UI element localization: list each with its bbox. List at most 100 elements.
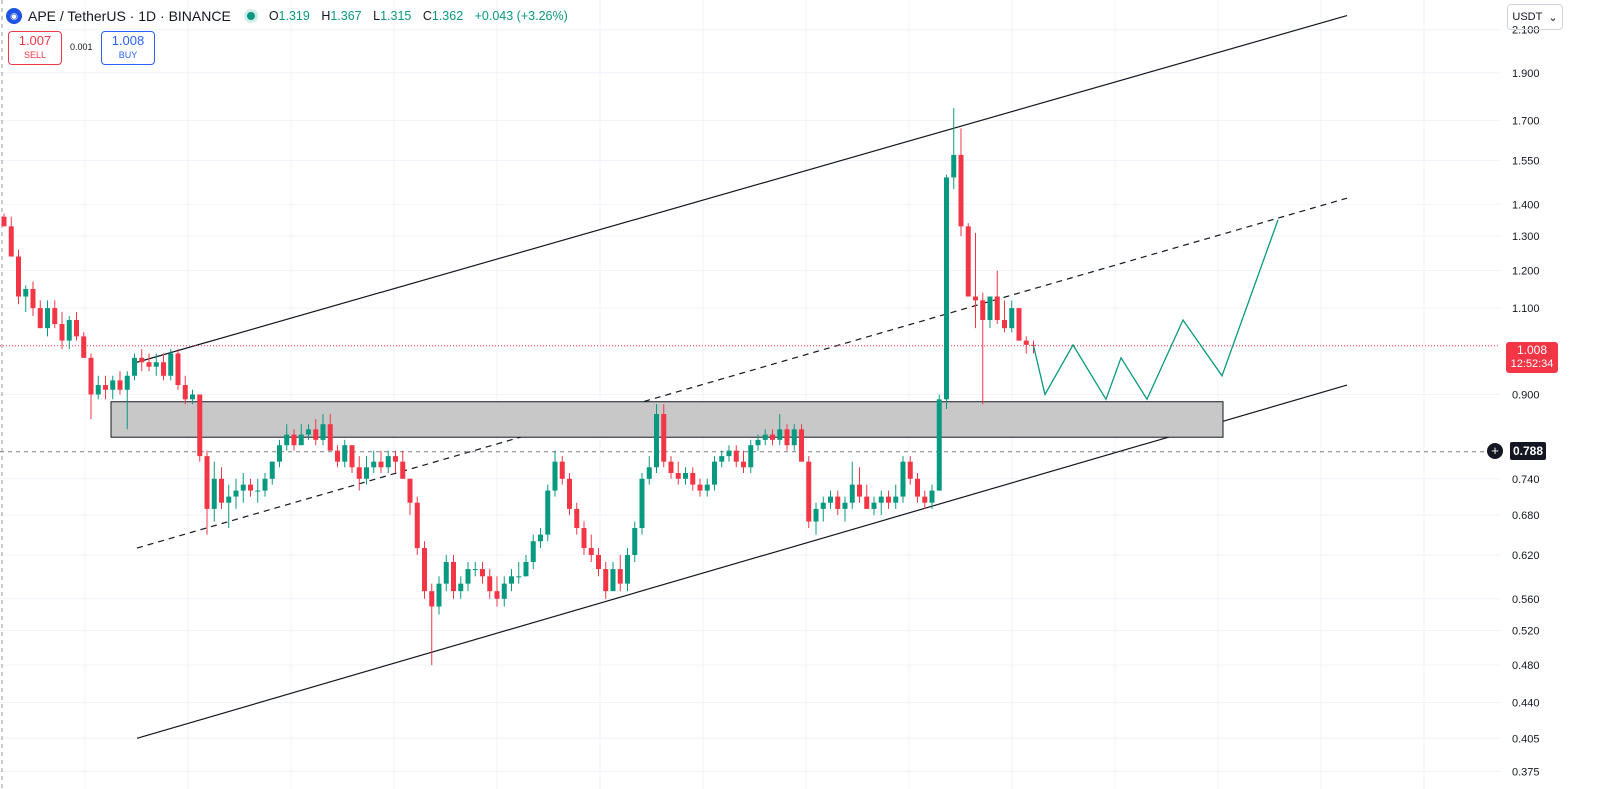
price-axis[interactable]: 2.100 1.900 1.700 1.550 1.400 1.300 1.200 1.100… (1512, 25, 1540, 779)
candle-body (770, 434, 775, 440)
candle-body (168, 353, 174, 376)
candle-body (190, 394, 195, 400)
candle-body (110, 380, 116, 390)
candle-body (248, 484, 253, 491)
high-label: H (321, 9, 331, 23)
candle-body (893, 496, 899, 503)
candle-body (407, 478, 413, 503)
candle-body (422, 548, 427, 592)
candle-body (929, 490, 935, 503)
candle-body (567, 478, 572, 509)
candle-body (596, 554, 601, 570)
candle-body (81, 336, 87, 358)
candle-body (219, 478, 224, 503)
candle-body (88, 357, 94, 395)
candle-body (393, 456, 398, 462)
candle-body (820, 502, 826, 509)
candle-body (436, 583, 442, 607)
ape-logo-icon: ◉ (6, 8, 22, 24)
sell-button[interactable]: 1.007 SELL (8, 31, 62, 65)
price-tick-label: 2.100 (1512, 25, 1540, 37)
currency-selector[interactable]: USDT ⌄ (1507, 4, 1563, 30)
candle-body (124, 375, 130, 390)
candle-body (204, 456, 210, 509)
price-tick-label: 0.900 (1512, 390, 1540, 402)
candle-body (153, 362, 159, 367)
candle-body (175, 353, 181, 386)
candle-body (552, 461, 558, 491)
candle-body (117, 380, 123, 390)
candle-body (632, 528, 638, 555)
price-tick-label: 0.480 (1512, 660, 1540, 672)
candle-body (784, 429, 790, 446)
candle-body (45, 308, 50, 329)
candle-body (864, 496, 870, 509)
price-tick-label: 1.550 (1512, 155, 1540, 167)
candle-body (132, 357, 137, 376)
candle-body (791, 429, 797, 446)
candle-body (458, 583, 464, 592)
market-status-icon[interactable] (246, 12, 255, 20)
candle-body (878, 496, 884, 503)
price-tick-label: 1.300 (1512, 231, 1540, 243)
candle-body (777, 429, 783, 440)
candle-body (842, 502, 848, 509)
price-tick-label: 0.440 (1512, 698, 1540, 710)
candle-body (146, 362, 152, 367)
candle-body (545, 490, 551, 535)
price-tick-label: 1.700 (1512, 116, 1540, 128)
candle-body (661, 414, 667, 462)
candle-body (197, 394, 203, 457)
symbol-title[interactable]: APE / TetherUS · 1D · BINANCE (28, 8, 231, 24)
upper-channel-line (136, 15, 1348, 363)
close-label: C (422, 9, 432, 23)
candle-body (240, 484, 246, 491)
symbol-header: ◉ APE / TetherUS · 1D · BINANCE O1.319 H… (6, 6, 576, 26)
price-tick-label: 0.405 (1512, 733, 1540, 745)
candle-body (501, 583, 507, 599)
candle-body (364, 467, 369, 479)
chevron-down-icon: ⌄ (1548, 11, 1558, 24)
candle-body (523, 561, 529, 577)
candle-body (748, 445, 754, 468)
candle-body (414, 502, 420, 549)
candle-body (255, 490, 261, 492)
support-resistance-zone (110, 401, 1224, 438)
chart-grid (0, 0, 1500, 789)
candle-body (835, 496, 841, 509)
candle-body (726, 450, 732, 457)
candle-body (690, 472, 696, 485)
candle-body (828, 496, 833, 503)
candle-body (262, 478, 268, 491)
candle-body (509, 576, 514, 584)
candle-body (719, 456, 725, 462)
price-tick-label: 1.200 (1512, 266, 1540, 278)
candle-body (697, 484, 703, 491)
candle-body (871, 502, 877, 509)
candle-body (378, 461, 384, 468)
candle-body (886, 496, 891, 503)
candle-body (915, 478, 920, 497)
candle-body (443, 561, 449, 584)
candle-body (1002, 320, 1007, 329)
candle-body (371, 461, 377, 468)
candle-body (574, 508, 580, 529)
plus-icon[interactable]: + (1487, 443, 1503, 459)
last-price-label: 1.008 12:52:34 (1506, 342, 1558, 373)
close-value: 1.362 (431, 9, 464, 23)
buy-button[interactable]: 1.008 BUY (101, 31, 155, 65)
channel-drawings (0, 15, 1500, 739)
level-price-label: 0.788 (1510, 442, 1546, 460)
candle-body (907, 461, 913, 479)
candle-body (654, 414, 659, 468)
candle-body (327, 424, 333, 451)
candle-body (799, 429, 804, 462)
candle-body (987, 296, 993, 321)
candle-body (487, 576, 493, 592)
candle-body (16, 256, 21, 297)
candle-body (994, 296, 1000, 321)
candle-body (944, 177, 949, 400)
candle-body (741, 461, 746, 468)
open-label: O (268, 9, 279, 23)
